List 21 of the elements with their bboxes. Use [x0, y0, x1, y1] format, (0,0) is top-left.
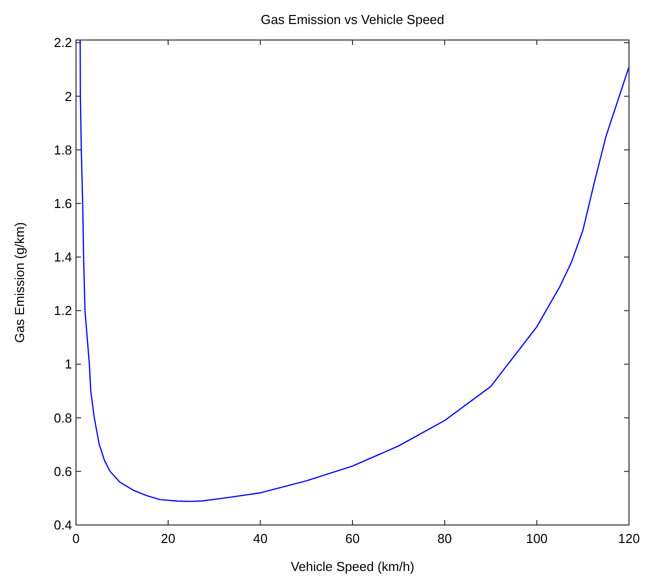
y-tick-label: 1.8: [54, 142, 72, 158]
y-tick-label: 0.8: [54, 410, 72, 426]
x-tick-label: 20: [160, 531, 176, 546]
x-tick-label: 60: [345, 531, 360, 546]
chart-title: Gas Emission vs Vehicle Speed: [260, 12, 444, 27]
y-axis-title: Gas Emission (g/km): [12, 222, 27, 343]
line-series: [80, 40, 629, 502]
y-tick-label: 1.2: [54, 303, 72, 318]
y-tick-label: 1.6: [54, 196, 72, 211]
y-tick-label: 0.4: [54, 518, 72, 532]
y-tick-label: 0.6: [54, 464, 72, 479]
y-tick-label: 2.2: [54, 35, 72, 50]
x-tick-label: 40: [253, 531, 268, 546]
x-tick-label: 0: [72, 531, 80, 546]
x-axis-title: Vehicle Speed (km/h): [290, 559, 414, 574]
y-tick-label: 1: [64, 356, 72, 372]
y-tick-label: 1.4: [54, 250, 72, 265]
y-tick-label: 2: [64, 88, 72, 104]
x-tick-label: 80: [437, 531, 452, 546]
x-tick-label: 120: [618, 531, 640, 546]
x-tick-label: 100: [526, 531, 548, 546]
